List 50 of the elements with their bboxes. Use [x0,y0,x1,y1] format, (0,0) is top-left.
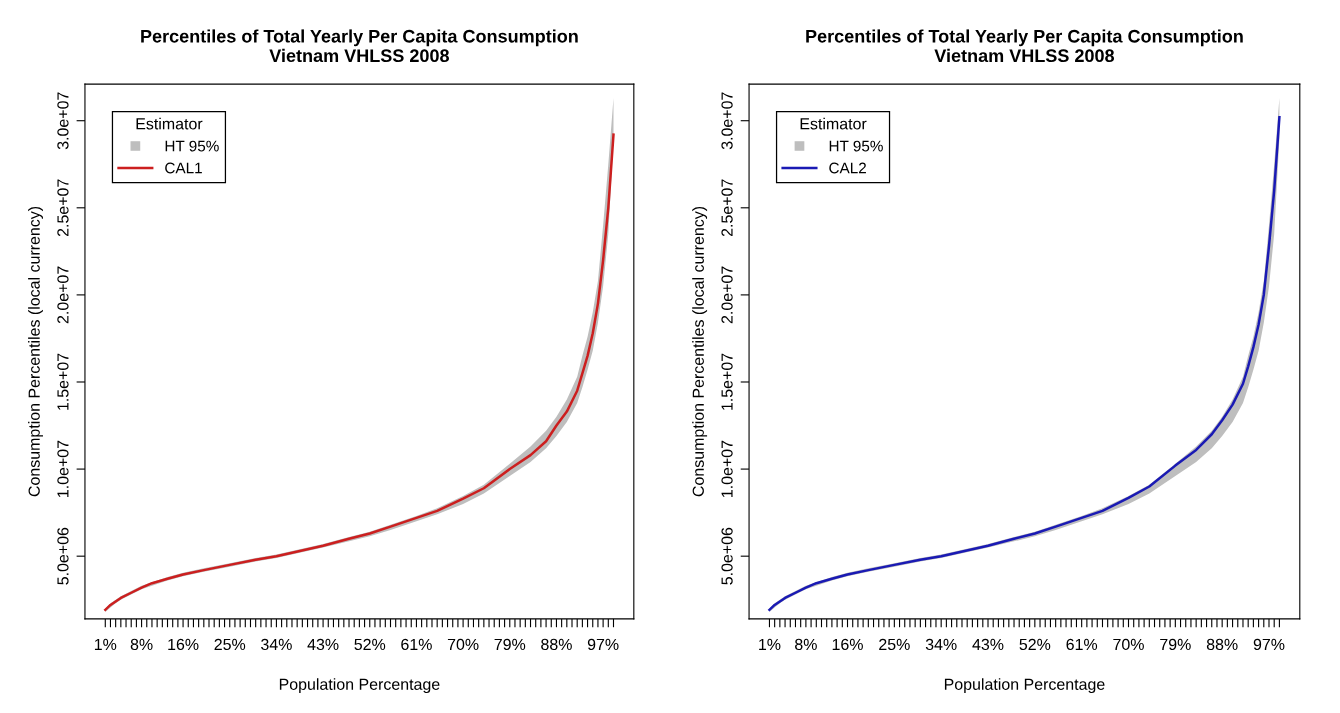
y-axis-title: Consumption Percentiles (local currency) [28,206,43,497]
x-tick-label: 79% [1160,638,1191,651]
x-tick-label: 61% [401,638,432,651]
legend-label: HT 95% [829,140,883,152]
y-tick-label: 5.0e+06 [57,527,69,585]
y-tick-label: 2.5e+07 [721,179,733,237]
legend-label: CAL1 [165,162,202,174]
x-tick-label: 25% [879,638,910,651]
y-tick-label: 3.0e+07 [57,92,69,150]
x-axis-title: Population Percentage [279,678,440,694]
x-tick-label: 8% [130,638,153,651]
x-tick-label: 97% [1253,638,1285,651]
x-tick-label: 34% [925,638,957,651]
y-tick-label: 1.0e+07 [721,440,733,497]
y-tick-label: 1.5e+07 [721,353,733,410]
x-tick-label: 43% [972,638,1004,651]
y-tick-label: 2.5e+07 [57,179,69,237]
chart-title: Percentiles of Total Yearly Per Capita Consumption [141,29,578,47]
y-tick-label: 1.5e+07 [57,353,69,410]
y-tick-label: 5.0e+06 [721,527,733,585]
x-tick-label: 16% [168,638,199,651]
y-tick-label: 3.0e+07 [721,92,733,150]
x-tick-label: 52% [1019,638,1051,651]
x-tick-label: 79% [494,638,526,651]
x-tick-label: 88% [541,638,572,651]
x-tick-label: 61% [1066,638,1098,651]
y-tick-label: 2.0e+07 [721,266,733,324]
x-tick-label: 1% [94,638,117,650]
x-tick-label: 70% [1113,638,1144,651]
x-tick-label: 34% [261,638,292,651]
legend-label: HT 95% [165,140,219,152]
x-tick-label: 16% [832,638,863,651]
legend-title: Estimator [136,117,203,130]
legend-label: CAL2 [829,162,866,174]
y-tick-label: 2.0e+07 [57,266,69,324]
chart-subtitle: Vietnam VHLSS 2008 [934,48,1115,63]
x-tick-label: 88% [1206,638,1238,651]
x-tick-label: 97% [587,638,619,651]
x-tick-label: 1% [759,638,781,650]
y-tick-label: 1.0e+07 [57,440,69,497]
x-tick-label: 52% [354,638,386,651]
x-axis-title: Population Percentage [944,678,1105,694]
chart-title: Percentiles of Total Yearly Per Capita Consumption [806,29,1243,47]
x-tick-label: 25% [214,638,246,651]
y-axis-title: Consumption Percentiles (local currency) [692,206,708,497]
x-tick-label: 43% [307,638,339,651]
legend-title: Estimator [800,117,867,130]
x-tick-label: 70% [447,638,479,651]
chart-subtitle: Vietnam VHLSS 2008 [269,48,449,63]
x-tick-label: 8% [795,638,817,651]
